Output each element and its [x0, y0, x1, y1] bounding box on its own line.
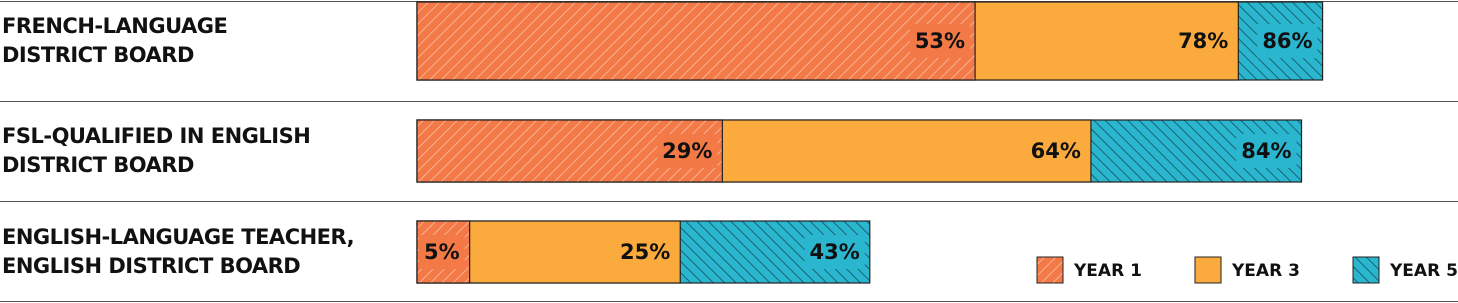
- value-label-group: 53%: [909, 24, 971, 58]
- row-label: ENGLISH-LANGUAGE TEACHER, ENGLISH DISTRI…: [2, 225, 355, 278]
- value-label-bg: [418, 235, 465, 269]
- legend-label: YEAR 5: [1389, 261, 1458, 281]
- value-label: 84%: [1241, 139, 1291, 163]
- legend-swatch: [1195, 257, 1221, 283]
- value-label-group: 25%: [614, 235, 676, 269]
- bar-hatch: [417, 2, 976, 80]
- value-label-bg: [1173, 24, 1234, 58]
- legend-swatch-outline: [1194, 256, 1222, 284]
- value-label: 5%: [424, 240, 460, 264]
- value-label: 53%: [915, 29, 965, 53]
- legend-label: YEAR 1: [1073, 261, 1142, 281]
- value-label: 25%: [620, 240, 670, 264]
- value-label: 78%: [1178, 29, 1228, 53]
- legend-label: YEAR 3: [1231, 261, 1300, 281]
- row-label: FSL-QUALIFIED IN ENGLISH DISTRICT BOARD: [2, 124, 311, 177]
- value-label-bg: [804, 235, 865, 269]
- value-label-bg: [909, 24, 971, 58]
- value-label-bg: [657, 134, 718, 168]
- legend-swatch-hatch: [1037, 257, 1063, 283]
- value-label-group: 84%: [1236, 134, 1297, 168]
- value-label-group: 43%: [804, 235, 865, 269]
- legend-swatch-outline: [1036, 256, 1064, 284]
- value-label: 43%: [810, 240, 860, 264]
- legend-swatch-hatch: [1353, 257, 1379, 283]
- value-label-bg: [1257, 24, 1318, 58]
- value-label-group: 5%: [418, 235, 465, 269]
- bar-outline: [416, 1, 976, 81]
- value-label-group: 64%: [1025, 134, 1086, 168]
- row-label: FRENCH-LANGUAGE DISTRICT BOARD: [2, 14, 228, 67]
- bar-outline: [416, 220, 471, 284]
- bar-outline: [416, 119, 723, 183]
- value-label: 64%: [1031, 139, 1081, 163]
- value-label: 29%: [662, 139, 712, 163]
- legend-swatch-outline: [1352, 256, 1380, 284]
- value-label-bg: [1236, 134, 1297, 168]
- value-label-bg: [1025, 134, 1086, 168]
- value-label-group: 78%: [1173, 24, 1234, 58]
- value-label: 86%: [1262, 29, 1312, 53]
- value-label-group: 29%: [657, 134, 718, 168]
- value-label-bg: [614, 235, 676, 269]
- value-label-group: 86%: [1257, 24, 1318, 58]
